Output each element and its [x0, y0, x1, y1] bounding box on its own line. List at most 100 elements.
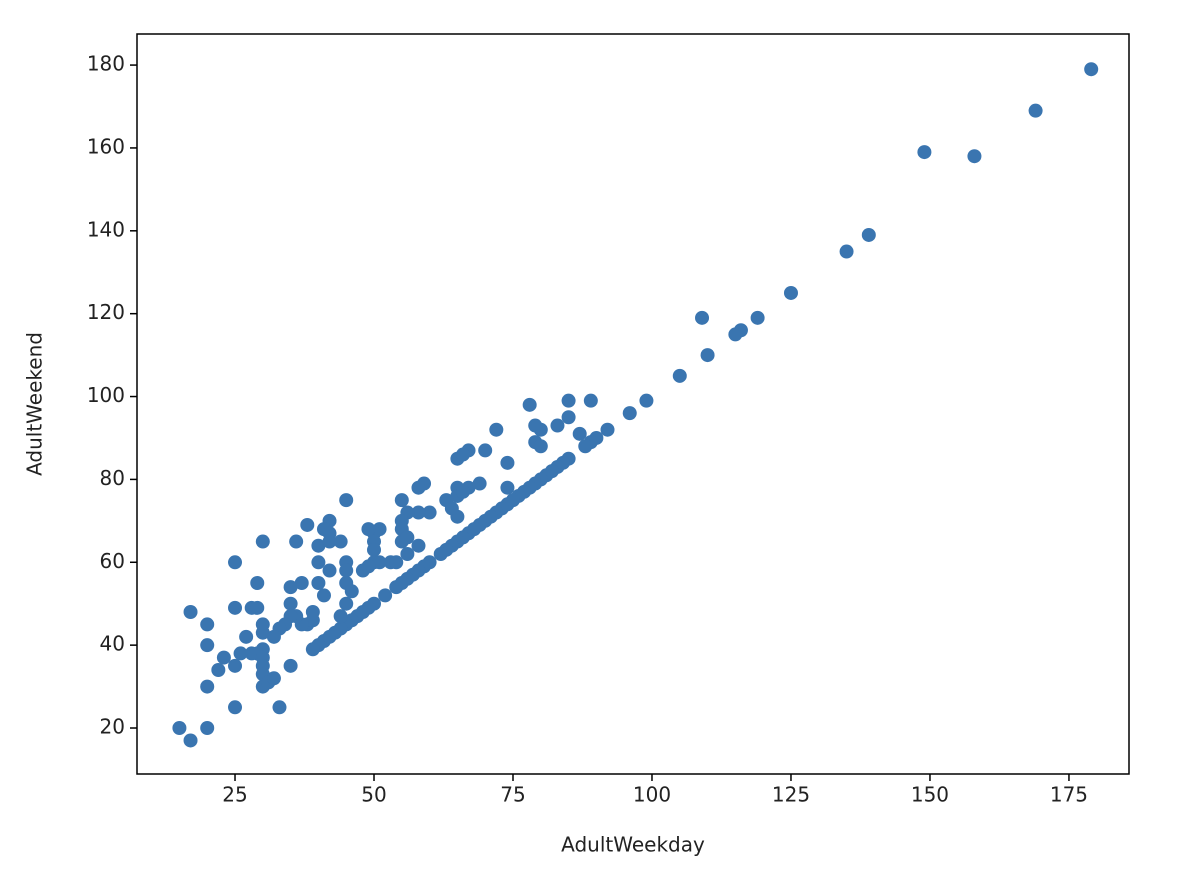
x-tick-label: 100 [633, 783, 671, 807]
point [255, 534, 270, 549]
point [305, 642, 320, 657]
point [400, 546, 415, 561]
point [411, 480, 426, 495]
y-axis-label: AdultWeekend [23, 332, 47, 476]
point [266, 671, 281, 686]
point [183, 604, 198, 619]
point [244, 646, 259, 661]
point [316, 588, 331, 603]
point [289, 534, 304, 549]
point [300, 517, 315, 532]
point [533, 439, 548, 454]
y-tick-label: 60 [100, 549, 125, 573]
point [216, 650, 231, 665]
point [333, 609, 348, 624]
x-tick-label: 25 [222, 783, 247, 807]
point [861, 227, 876, 242]
point [250, 600, 265, 615]
point [311, 538, 326, 553]
point [339, 493, 354, 508]
y-tick-label: 20 [100, 715, 125, 739]
x-tick-label: 50 [361, 783, 386, 807]
point [283, 658, 298, 673]
point [250, 575, 265, 590]
y-tick-label: 80 [100, 466, 125, 490]
point [239, 629, 254, 644]
point [333, 534, 348, 549]
point [411, 538, 426, 553]
plot-frame [136, 33, 1130, 775]
point [478, 443, 493, 458]
y-tick-label: 140 [87, 217, 125, 241]
point [472, 476, 487, 491]
point [339, 596, 354, 611]
point [283, 596, 298, 611]
point [522, 397, 537, 412]
point [528, 418, 543, 433]
point [183, 733, 198, 748]
point [839, 244, 854, 259]
point [400, 530, 415, 545]
point [500, 480, 515, 495]
point [283, 580, 298, 595]
point [305, 604, 320, 619]
point [394, 493, 409, 508]
x-tick-label: 175 [1050, 783, 1088, 807]
point [422, 505, 437, 520]
y-tick-label: 180 [87, 52, 125, 76]
point [500, 455, 515, 470]
point [622, 406, 637, 421]
point [200, 679, 215, 694]
point [389, 580, 404, 595]
point [1084, 62, 1099, 77]
y-tick-label: 40 [100, 632, 125, 656]
y-tick-label: 160 [87, 134, 125, 158]
point [200, 721, 215, 736]
point [272, 700, 287, 715]
x-tick-label: 150 [911, 783, 949, 807]
point [750, 310, 765, 325]
point [200, 617, 215, 632]
point [211, 663, 226, 678]
point [200, 638, 215, 653]
x-tick-label: 75 [500, 783, 525, 807]
point [967, 149, 982, 164]
point [233, 646, 248, 661]
point [361, 559, 376, 574]
y-tick-label: 100 [87, 383, 125, 407]
point [266, 629, 281, 644]
point [639, 393, 654, 408]
point [228, 600, 243, 615]
point [378, 588, 393, 603]
point [672, 368, 687, 383]
point [411, 505, 426, 520]
point [367, 542, 382, 557]
point [700, 348, 715, 363]
point [389, 555, 404, 570]
point [695, 310, 710, 325]
point [344, 584, 359, 599]
point [1028, 103, 1043, 118]
point [172, 721, 187, 736]
point [294, 575, 309, 590]
point [728, 327, 743, 342]
point [228, 658, 243, 673]
point [322, 534, 337, 549]
point [311, 555, 326, 570]
point [455, 484, 470, 499]
point [550, 418, 565, 433]
point [783, 285, 798, 300]
point [339, 563, 354, 578]
point [561, 410, 576, 425]
x-axis-label: AdultWeekday [561, 833, 705, 857]
point [311, 575, 326, 590]
point [444, 501, 459, 516]
point [489, 422, 504, 437]
point [455, 447, 470, 462]
point [578, 439, 593, 454]
point [561, 393, 576, 408]
y-tick-label: 120 [87, 300, 125, 324]
point [572, 426, 587, 441]
point [600, 422, 615, 437]
